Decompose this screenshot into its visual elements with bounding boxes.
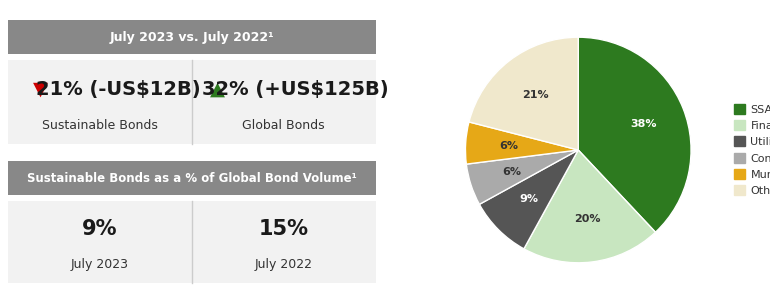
Text: 21% (-US$12B): 21% (-US$12B) (36, 80, 200, 99)
Text: July 2023: July 2023 (71, 258, 129, 271)
Wedge shape (524, 150, 655, 263)
Wedge shape (467, 150, 578, 204)
Text: Sustainable Bonds as a % of Global Bond Volume¹: Sustainable Bonds as a % of Global Bond … (27, 172, 357, 185)
Wedge shape (578, 37, 691, 232)
Wedge shape (465, 122, 578, 164)
Text: 38%: 38% (630, 119, 657, 129)
Text: ▲: ▲ (210, 80, 225, 99)
Text: Global Bonds: Global Bonds (243, 119, 325, 132)
Text: 6%: 6% (502, 167, 521, 177)
Text: 32% (+US$125B): 32% (+US$125B) (202, 80, 388, 99)
Text: 15%: 15% (259, 219, 309, 239)
Text: 20%: 20% (574, 214, 601, 224)
FancyBboxPatch shape (8, 20, 376, 54)
FancyBboxPatch shape (8, 161, 376, 195)
Wedge shape (480, 150, 578, 249)
Text: 9%: 9% (519, 194, 538, 205)
Text: 9%: 9% (82, 219, 118, 239)
Text: July 2023 vs. July 2022¹: July 2023 vs. July 2022¹ (109, 31, 274, 44)
Text: July 2022: July 2022 (255, 258, 313, 271)
Text: ▼: ▼ (33, 80, 49, 99)
FancyBboxPatch shape (8, 60, 376, 144)
Text: 6%: 6% (499, 141, 518, 151)
FancyBboxPatch shape (8, 201, 376, 283)
Wedge shape (469, 37, 578, 150)
Legend: SSAs, Financials, Utilities, Consumer, Municipals, Other: SSAs, Financials, Utilities, Consumer, M… (731, 100, 770, 200)
Text: 21%: 21% (522, 90, 549, 100)
Text: Sustainable Bonds: Sustainable Bonds (42, 119, 158, 132)
